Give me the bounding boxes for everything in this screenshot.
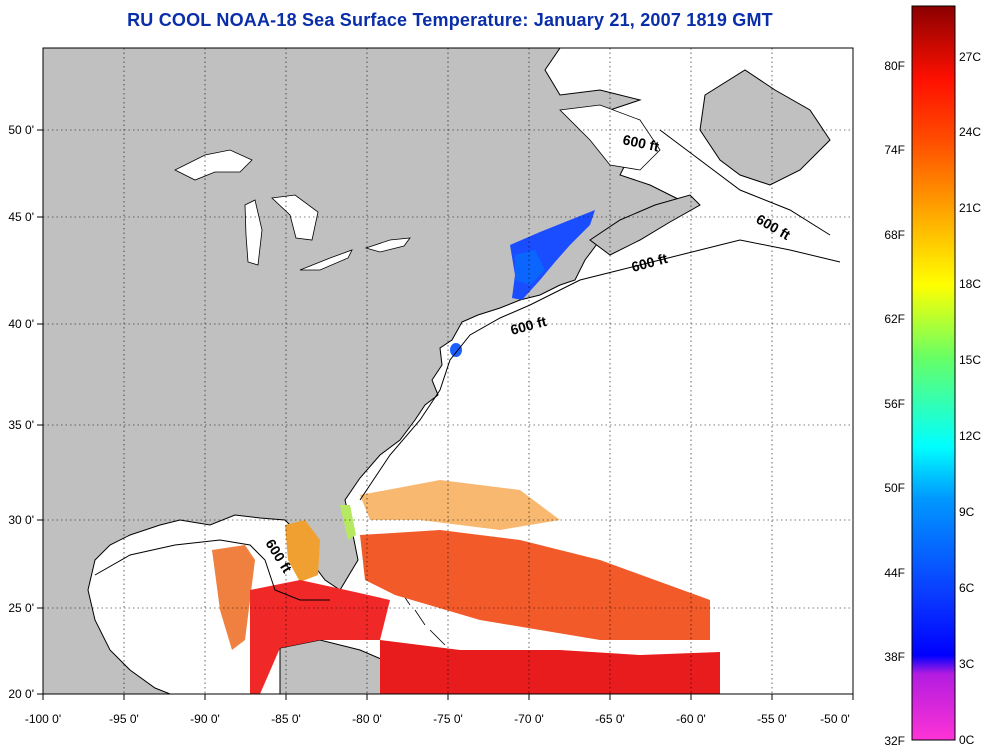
colorbar-f-label: 80F <box>884 59 905 73</box>
colorbar-c-label: 21C <box>959 201 981 215</box>
colorbar-c-label: 3C <box>959 657 975 671</box>
lat-label: 35 0' <box>8 418 34 432</box>
lon-label: -80 0' <box>352 712 382 726</box>
colorbar-f-label: 38F <box>884 650 905 664</box>
isobath-line-atlantic <box>359 239 841 501</box>
sst-warm-patch-caribbean <box>250 580 390 694</box>
isobath-label-1: 600 ft <box>621 131 660 154</box>
isobath-600ft <box>94 129 841 601</box>
sst-patch-gulf-west <box>212 545 255 650</box>
graticule <box>43 48 853 694</box>
isobath-line-labrador <box>659 129 831 236</box>
lon-label: -85 0' <box>271 712 301 726</box>
lat-label: 20 0' <box>8 687 34 701</box>
map-title: RU COOL NOAA-18 Sea Surface Temperature:… <box>127 10 773 30</box>
colorbar-f-label: 32F <box>884 734 905 748</box>
lake-michigan <box>244 199 263 266</box>
lat-label: 45 0' <box>8 210 34 224</box>
lat-label: 25 0' <box>8 601 34 615</box>
sst-cold-patch-chesapeake <box>450 343 462 357</box>
lon-label: -50 0' <box>820 712 850 726</box>
lat-label: 30 0' <box>8 513 34 527</box>
lake-erie <box>299 249 353 271</box>
colorbar-f-label: 44F <box>884 566 905 580</box>
lake-ontario <box>364 237 411 253</box>
lake-huron <box>271 194 319 241</box>
sst-cold-patch-georges-bank <box>515 250 545 285</box>
lon-label: -100 0' <box>25 712 61 726</box>
lon-label: -95 0' <box>109 712 139 726</box>
colorbar-f-label: 62F <box>884 312 905 326</box>
sst-patch-gulf-stream <box>360 480 560 530</box>
lake-superior <box>174 149 253 181</box>
gulf-of-st-lawrence <box>559 104 661 171</box>
colorbar-c-label: 6C <box>959 581 975 595</box>
lon-label: -65 0' <box>595 712 625 726</box>
colorbar-c-label: 15C <box>959 353 981 367</box>
sst-data-layer <box>212 210 720 694</box>
colorbar-f-label: 56F <box>884 397 905 411</box>
isobath-line-gulf <box>94 539 330 601</box>
colorbar-c-label: 12C <box>959 429 981 443</box>
temperature-colorbar <box>911 5 956 741</box>
lon-label: -70 0' <box>514 712 544 726</box>
sst-warm-patch-south <box>380 640 720 694</box>
newfoundland-landmass <box>699 69 831 186</box>
sst-patch-sargasso <box>360 530 710 640</box>
lat-label: 50 0' <box>8 123 34 137</box>
lat-label: 40 0' <box>8 317 34 331</box>
colorbar-f-label: 74F <box>884 143 905 157</box>
colorbar-f-label: 50F <box>884 481 905 495</box>
lon-label: -90 0' <box>190 712 220 726</box>
lon-label: -55 0' <box>757 712 787 726</box>
sst-patch-florida-west <box>285 520 320 582</box>
lon-label: -60 0' <box>676 712 706 726</box>
lon-label: -75 0' <box>433 712 463 726</box>
colorbar-c-label: 27C <box>959 50 981 64</box>
colorbar-f-label: 68F <box>884 228 905 242</box>
sst-patch-florida-east <box>340 505 356 540</box>
colorbar-c-label: 18C <box>959 277 981 291</box>
colorbar-c-label: 0C <box>959 733 975 747</box>
colorbar-c-label: 9C <box>959 505 975 519</box>
nova-scotia-landmass <box>589 194 701 256</box>
colorbar-c-label: 24C <box>959 125 981 139</box>
tick-marks <box>37 129 854 700</box>
